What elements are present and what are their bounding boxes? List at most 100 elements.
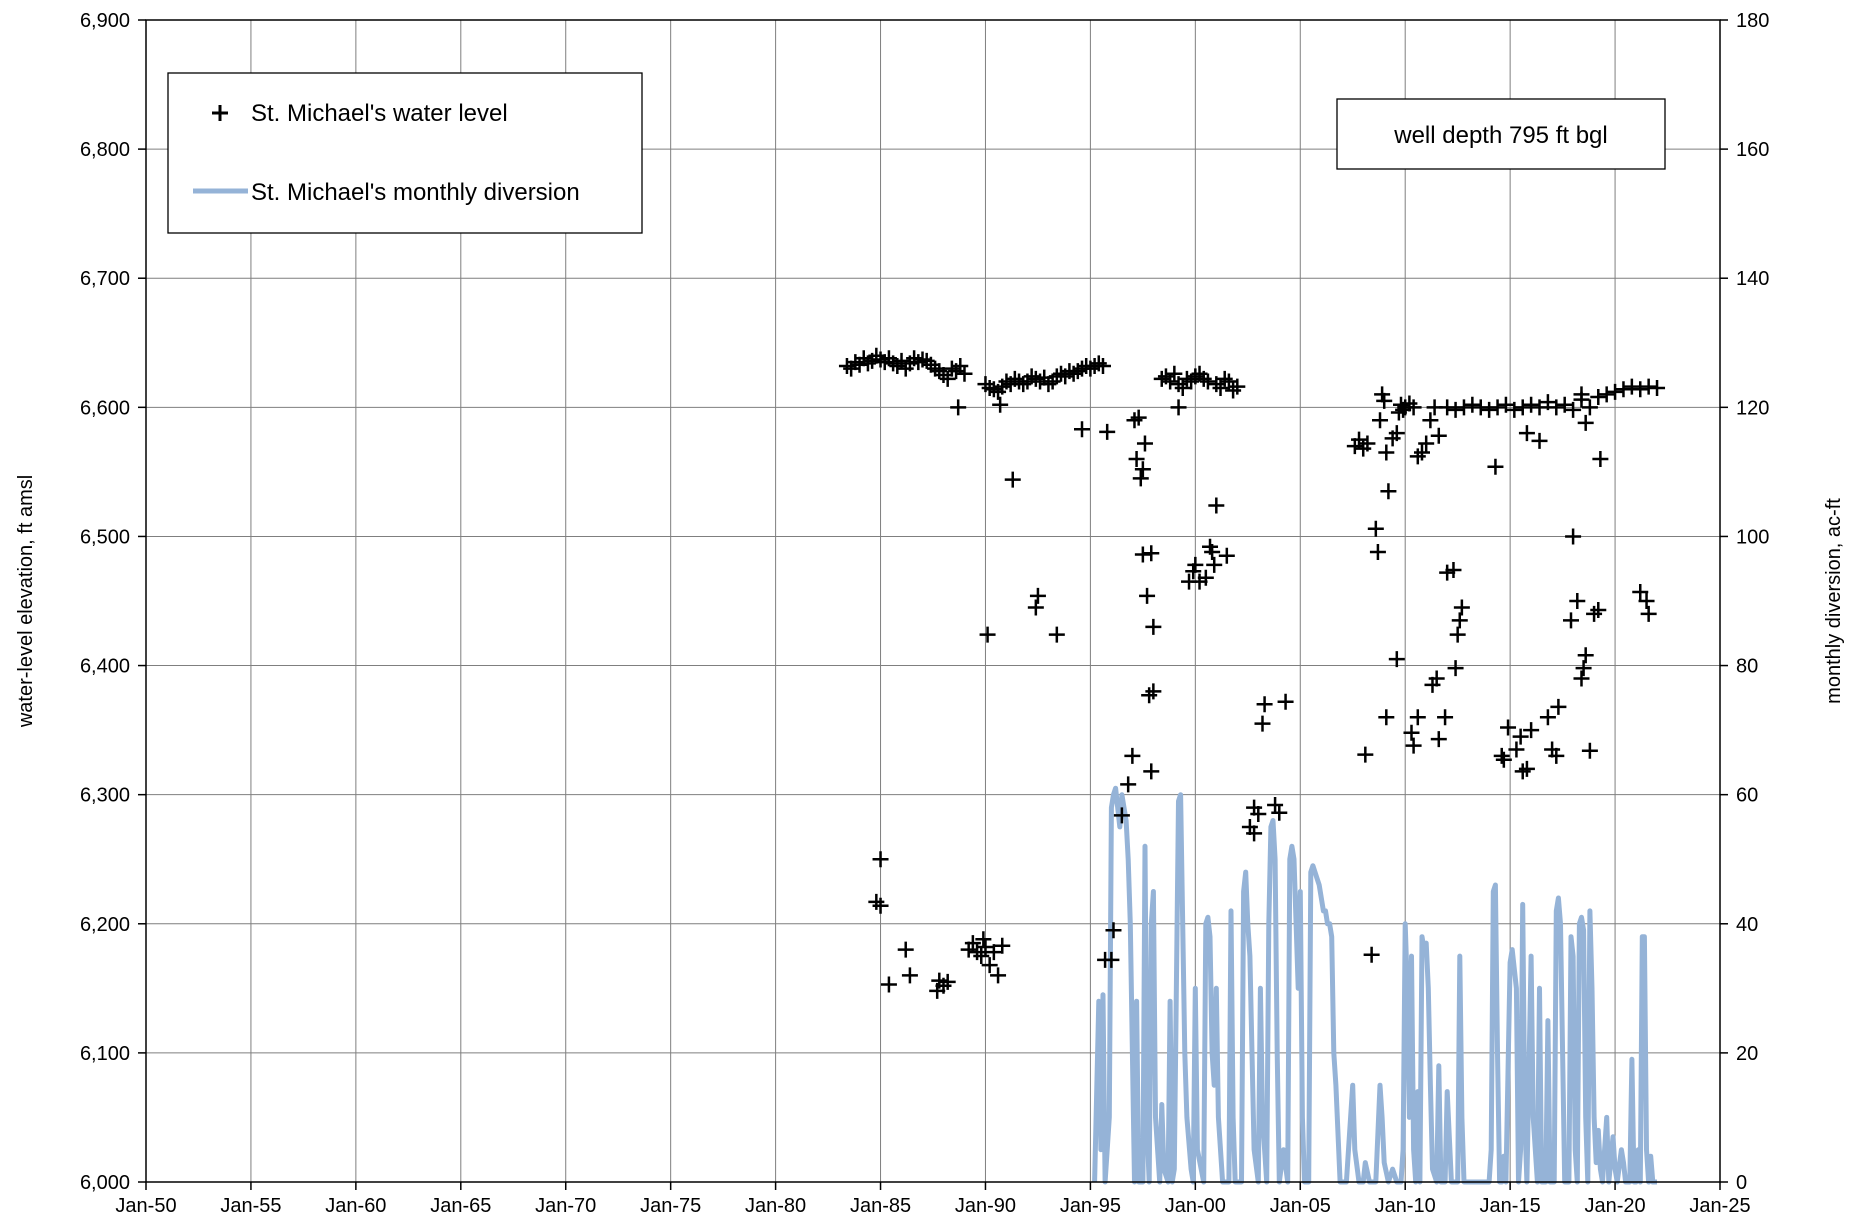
water-level-point [1388,425,1405,442]
water-level-point [1113,807,1130,824]
water-level-point [872,351,889,368]
x-tick-label: Jan-80 [745,1195,806,1217]
water-level-point [985,944,1002,961]
x-tick-label: Jan-25 [1689,1195,1750,1217]
water-level-point [1132,470,1149,487]
water-level-point [1208,497,1225,514]
water-level-point [1120,776,1137,793]
water-level-point [956,365,973,382]
legend-marker-water-level [212,105,228,121]
y-tick-label: 6,400 [80,656,130,678]
water-level-point [1518,760,1535,777]
y2-tick-label: 40 [1736,914,1758,936]
plot-area-frame [145,19,1721,1183]
water-level-point [992,396,1009,413]
y-axis-title: water-level elevation, ft amsl [15,475,37,728]
diversion-series [1092,785,1657,1185]
y-tick-label: 6,100 [80,1043,130,1065]
water-level-point [1124,747,1141,764]
water-level-point [1225,382,1242,399]
water-level-point [1126,412,1143,429]
y2-tick-label: 20 [1736,1043,1758,1065]
water-level-point [1472,399,1489,416]
water-level-point [950,399,967,416]
water-level-point [1405,737,1422,754]
water-level-point [1640,378,1657,395]
water-level-point [1378,444,1395,461]
water-level-point [1577,414,1594,431]
annotation-box: well depth 795 ft bgl [1336,98,1666,170]
legend: St. Michael's water level St. Michael's … [167,72,643,234]
water-level-point [1418,435,1435,452]
water-level-point [1487,458,1504,475]
water-level-point [1166,365,1183,382]
water-level-point [1105,922,1122,939]
water-level-point [1380,483,1397,500]
water-level-point [1523,722,1540,739]
water-level-point [1539,394,1556,411]
water-level-point [1449,626,1466,643]
water-level-point [1493,747,1510,764]
water-level-point [994,937,1011,954]
water-level-point [1607,383,1624,400]
water-level-point [977,939,994,956]
water-level-point [1139,587,1156,604]
y-tick-label: 6,700 [80,268,130,290]
water-level-point [1439,399,1456,416]
legend-frame [167,72,643,234]
water-level-point [939,370,956,387]
water-level-point [1447,401,1464,418]
y-tick-label: 6,200 [80,914,130,936]
water-level-point [1548,399,1565,416]
water-level-point [1649,379,1666,396]
x-tick-label: Jan-90 [955,1195,1016,1217]
water-level-point [1403,724,1420,741]
water-level-point [1378,709,1395,726]
x-tick-label: Jan-15 [1480,1195,1541,1217]
water-level-point [1451,612,1468,629]
y-tick-label: 6,600 [80,397,130,419]
water-level-point [1581,399,1598,416]
water-level-point [1143,763,1160,780]
water-level-point [1204,543,1221,560]
water-level-point [1632,381,1649,398]
y2-tick-label: 180 [1736,10,1769,32]
water-level-point [897,941,914,958]
water-level-point [1464,396,1481,413]
x-tick-label: Jan-55 [220,1195,281,1217]
water-level-point [1437,709,1454,726]
water-level-point [1514,763,1531,780]
x-tick-label: Jan-00 [1165,1195,1226,1217]
water-level-point [1500,719,1517,736]
annotation-frame [1336,98,1666,170]
water-level-point [838,358,855,375]
water-level-point [1218,547,1235,564]
water-level-point [872,851,889,868]
diversion-line [1092,785,1657,1185]
water-level-point [1508,741,1525,758]
water-level-point [939,973,956,990]
water-level-point [1523,396,1540,413]
water-level-point [1271,804,1288,821]
water-level-point [1405,399,1422,416]
water-level-point [1388,651,1405,668]
water-level-point [1206,556,1223,573]
water-level-point [872,897,889,914]
water-level-point [1170,399,1187,416]
water-level-point [1590,602,1607,619]
water-level-point [1575,660,1592,677]
water-level-point [1130,409,1147,426]
water-level-point [1550,698,1567,715]
water-level-point [1512,728,1529,745]
water-level-point [973,948,990,965]
water-level-point [1409,448,1426,465]
legend-label-diversion: St. Michael's monthly diversion [251,179,580,206]
water-level-point [1518,425,1535,442]
water-level-point [1506,401,1523,418]
water-level-point [1220,373,1237,390]
water-level-point [1369,543,1386,560]
water-level-point [1187,556,1204,573]
water-level-point [1577,647,1594,664]
x-tick-label: Jan-95 [1060,1195,1121,1217]
